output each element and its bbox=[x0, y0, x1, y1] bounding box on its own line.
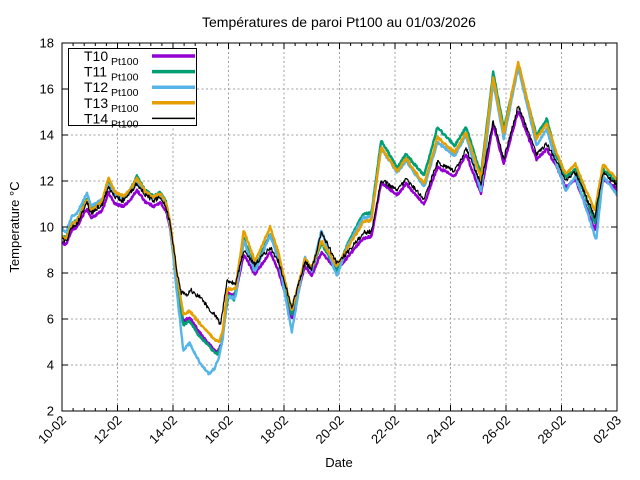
y-tick-label: 18 bbox=[40, 36, 54, 51]
y-tick-label: 2 bbox=[47, 404, 54, 419]
x-tick-label: 18-02 bbox=[257, 413, 291, 447]
legend-entry-T13: T13 Pt100 bbox=[84, 95, 195, 115]
y-tick-label: 10 bbox=[40, 220, 54, 235]
legend-entry-T14: T14 Pt100 bbox=[84, 110, 195, 130]
x-tick-label: 26-02 bbox=[479, 413, 513, 447]
legend-label-subscript: Pt100 bbox=[111, 56, 139, 68]
series-layer bbox=[62, 60, 617, 376]
chart-title: Températures de paroi Pt100 au 01/03/202… bbox=[202, 14, 476, 30]
x-tick-label: 02-03 bbox=[590, 413, 624, 447]
legend-label-subscript: Pt100 bbox=[111, 72, 139, 84]
legend-label-subscript: Pt100 bbox=[111, 118, 139, 130]
y-tick-label: 12 bbox=[40, 174, 54, 189]
series-line-T14 bbox=[62, 105, 617, 325]
x-tick-label: 28-02 bbox=[535, 413, 569, 447]
legend-entry-T11: T11 Pt100 bbox=[84, 64, 195, 84]
x-tick-label: 12-02 bbox=[91, 413, 125, 447]
y-tick-label: 8 bbox=[47, 266, 54, 281]
y-tick-label: 6 bbox=[47, 312, 54, 327]
legend-label: T14 bbox=[84, 110, 108, 126]
x-tick-label: 22-02 bbox=[368, 413, 402, 447]
x-axis-label: Date bbox=[325, 455, 352, 470]
y-axis-label: Temperature °C bbox=[7, 181, 22, 272]
y-tick-label: 16 bbox=[40, 82, 54, 97]
x-tick-label: 14-02 bbox=[146, 413, 180, 447]
legend-label: T10 bbox=[84, 48, 108, 64]
y-tick-label: 4 bbox=[47, 358, 54, 373]
legend-label: T11 bbox=[84, 64, 107, 80]
legend-entry-T10: T10 Pt100 bbox=[84, 48, 195, 68]
x-tick-label: 16-02 bbox=[202, 413, 236, 447]
legend-label: T12 bbox=[84, 79, 108, 95]
grid-layer bbox=[62, 43, 617, 411]
legend-label-subscript: Pt100 bbox=[111, 87, 139, 99]
x-tick-label: 24-02 bbox=[424, 413, 458, 447]
legend-label: T13 bbox=[84, 95, 108, 111]
y-tick-label: 14 bbox=[40, 128, 54, 143]
legend-entry-T12: T12 Pt100 bbox=[84, 79, 195, 99]
legend-label-subscript: Pt100 bbox=[111, 103, 139, 115]
x-tick-label: 20-02 bbox=[313, 413, 347, 447]
